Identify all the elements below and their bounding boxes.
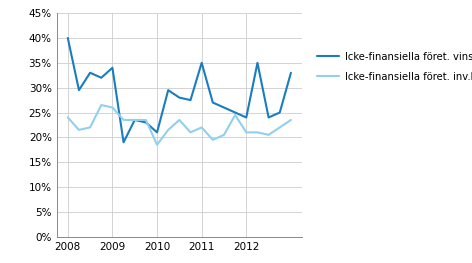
Icke-finansiella föret. inv.kvot bbox=[143, 118, 149, 122]
Icke-finansiella föret. inv.kvot bbox=[232, 113, 238, 117]
Icke-finansiella föret. inv.kvot bbox=[210, 138, 216, 141]
Icke-finansiella föret. inv.kvot bbox=[76, 128, 82, 132]
Icke-finansiella föret. vinstkvot bbox=[277, 111, 283, 114]
Icke-finansiella föret. inv.kvot bbox=[121, 118, 126, 122]
Icke-finansiella föret. inv.kvot bbox=[65, 116, 71, 119]
Icke-finansiella föret. inv.kvot bbox=[244, 131, 249, 134]
Icke-finansiella föret. vinstkvot bbox=[121, 141, 126, 144]
Icke-finansiella föret. vinstkvot bbox=[76, 89, 82, 92]
Icke-finansiella föret. inv.kvot bbox=[165, 128, 171, 132]
Icke-finansiella föret. inv.kvot bbox=[221, 133, 227, 136]
Icke-finansiella föret. inv.kvot bbox=[277, 126, 283, 129]
Icke-finansiella föret. vinstkvot bbox=[132, 118, 137, 122]
Legend: Icke-finansiella föret. vinstkvot, Icke-finansiella föret. inv.kvot: Icke-finansiella föret. vinstkvot, Icke-… bbox=[317, 52, 472, 82]
Icke-finansiella föret. inv.kvot bbox=[87, 126, 93, 129]
Icke-finansiella föret. inv.kvot bbox=[254, 131, 260, 134]
Icke-finansiella föret. vinstkvot bbox=[87, 71, 93, 74]
Icke-finansiella föret. vinstkvot bbox=[99, 76, 104, 79]
Icke-finansiella föret. vinstkvot bbox=[288, 71, 294, 74]
Icke-finansiella föret. inv.kvot bbox=[154, 143, 160, 146]
Icke-finansiella föret. vinstkvot bbox=[110, 66, 115, 69]
Icke-finansiella föret. vinstkvot bbox=[177, 96, 182, 99]
Line: Icke-finansiella föret. vinstkvot: Icke-finansiella föret. vinstkvot bbox=[68, 38, 291, 142]
Icke-finansiella föret. vinstkvot bbox=[266, 116, 271, 119]
Icke-finansiella föret. vinstkvot bbox=[165, 89, 171, 92]
Icke-finansiella föret. inv.kvot bbox=[99, 103, 104, 107]
Icke-finansiella föret. vinstkvot bbox=[154, 131, 160, 134]
Icke-finansiella föret. vinstkvot bbox=[65, 36, 71, 39]
Icke-finansiella föret. inv.kvot bbox=[288, 118, 294, 122]
Icke-finansiella föret. vinstkvot bbox=[254, 61, 260, 64]
Icke-finansiella föret. inv.kvot bbox=[188, 131, 194, 134]
Icke-finansiella föret. inv.kvot bbox=[199, 126, 204, 129]
Icke-finansiella föret. vinstkvot bbox=[221, 106, 227, 109]
Icke-finansiella föret. inv.kvot bbox=[177, 118, 182, 122]
Icke-finansiella föret. vinstkvot bbox=[143, 121, 149, 124]
Icke-finansiella föret. vinstkvot bbox=[244, 116, 249, 119]
Icke-finansiella föret. inv.kvot bbox=[110, 106, 115, 109]
Icke-finansiella föret. vinstkvot bbox=[210, 101, 216, 104]
Icke-finansiella föret. vinstkvot bbox=[199, 61, 204, 64]
Icke-finansiella föret. vinstkvot bbox=[188, 99, 194, 102]
Line: Icke-finansiella föret. inv.kvot: Icke-finansiella föret. inv.kvot bbox=[68, 105, 291, 145]
Icke-finansiella föret. vinstkvot bbox=[232, 111, 238, 114]
Icke-finansiella föret. inv.kvot bbox=[132, 118, 137, 122]
Icke-finansiella föret. inv.kvot bbox=[266, 133, 271, 136]
